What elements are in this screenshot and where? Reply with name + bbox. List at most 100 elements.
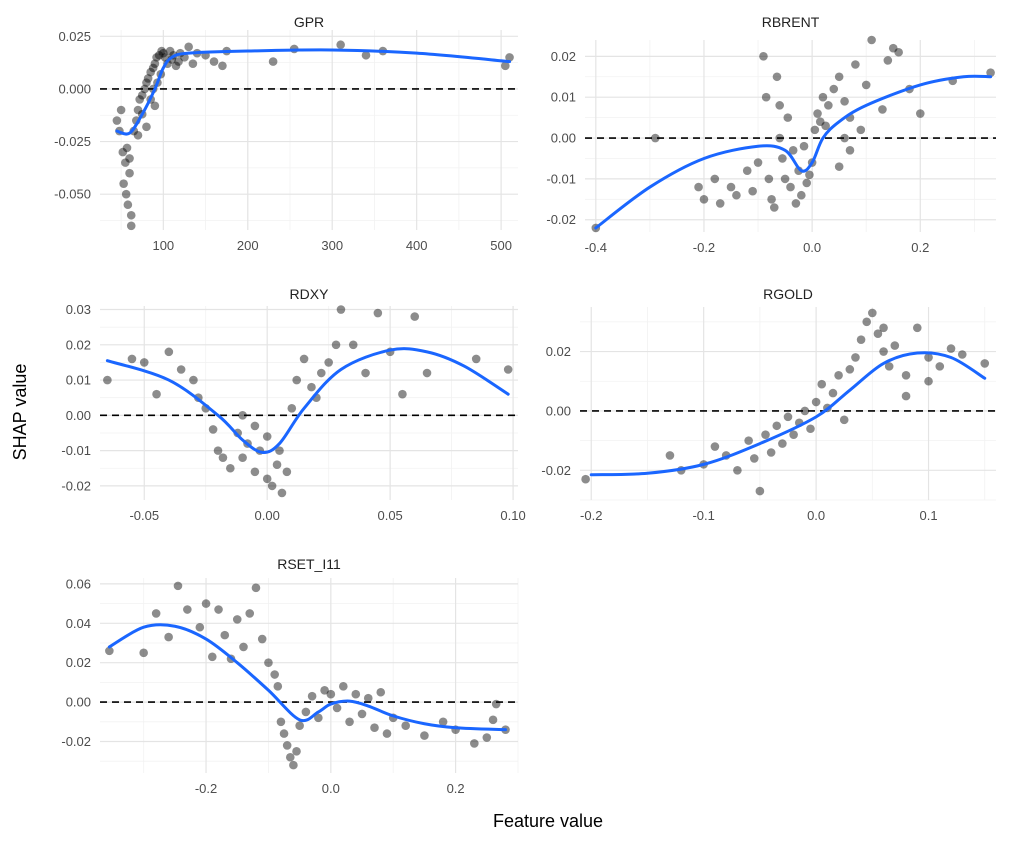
scatter-point (817, 379, 827, 389)
scatter-point (471, 354, 481, 364)
scatter-point (103, 375, 112, 385)
smooth-curve (105, 347, 510, 454)
scatter-point (250, 467, 260, 477)
scatter-point (213, 446, 223, 455)
scatter-point (154, 50, 164, 60)
scatter-point (491, 699, 501, 709)
x-tick-label: -0.2 (195, 781, 217, 796)
scatter-point (121, 158, 130, 167)
scatter-point (137, 90, 147, 100)
y-tick-label: -0.025 (54, 134, 91, 149)
scatter-point (292, 747, 301, 756)
scatter-point (361, 368, 370, 378)
y-tick-label: 0.00 (66, 408, 91, 423)
y-tick-label: 0.02 (66, 337, 91, 352)
scatter-point (116, 105, 126, 115)
scatter-point (710, 442, 720, 451)
scatter-point (140, 84, 150, 94)
scatter-point (324, 358, 333, 367)
panel-title: RBRENT (762, 14, 820, 30)
scatter-point (270, 670, 279, 679)
scatter-point (986, 68, 995, 77)
scatter-point (336, 305, 346, 314)
scatter-point (775, 133, 784, 143)
scatter-point (139, 358, 149, 367)
scatter-point (331, 340, 341, 350)
scatter-point (957, 350, 967, 359)
scatter-point (282, 467, 292, 477)
scatter-point (125, 154, 134, 163)
scatter-point (184, 42, 193, 52)
scatter-point (851, 60, 860, 69)
scatter-point (766, 448, 776, 457)
scatter-point (127, 354, 137, 364)
panel-title: GPR (294, 14, 324, 30)
scatter-point (226, 463, 235, 473)
x-tick-label: 0.0 (322, 781, 340, 796)
scatter-point (159, 48, 168, 58)
scatter-point (884, 362, 894, 371)
x-tick-label: -0.4 (585, 240, 607, 255)
y-tick-label: 0.02 (546, 344, 571, 359)
scatter-point (879, 323, 888, 333)
scatter-point (126, 221, 136, 231)
scatter-point (665, 451, 675, 460)
scatter-point (786, 182, 795, 192)
smooth-curve (107, 623, 508, 732)
y-tick-label: 0.00 (546, 403, 571, 418)
scatter-point (503, 365, 513, 374)
scatter-point (118, 147, 128, 157)
scatter-point (351, 689, 361, 699)
scatter-point (292, 375, 302, 385)
scatter-point (775, 101, 784, 110)
scatter-point (915, 109, 925, 118)
scatter-point (295, 721, 304, 731)
scatter-point (829, 84, 839, 94)
scatter-point (307, 382, 316, 392)
scatter-point (845, 365, 855, 374)
x-tick-label: 0.0 (807, 508, 825, 523)
scatter-point (878, 105, 887, 114)
scatter-point (285, 752, 295, 762)
scatter-point (268, 57, 278, 66)
scatter-point (289, 760, 298, 770)
scatter-point (805, 170, 814, 180)
scatter-point (840, 96, 849, 106)
scatter-point (282, 741, 292, 750)
scatter-point (788, 145, 798, 155)
scatter-point (769, 203, 779, 212)
scatter-point (157, 46, 166, 56)
smooth-curve (589, 351, 987, 477)
x-tick-label: 0.10 (500, 508, 525, 523)
y-tick-label: 0.01 (551, 90, 576, 105)
scatter-point (307, 691, 317, 701)
scatter-point (810, 125, 820, 135)
scatter-point (935, 362, 945, 371)
scatter-point (699, 195, 709, 204)
scatter-point (218, 453, 228, 462)
scatter-point (382, 729, 392, 738)
y-tick-label: 0.03 (66, 302, 91, 317)
scatter-point (789, 430, 798, 439)
scatter-point (732, 190, 741, 200)
scatter-point (339, 682, 348, 691)
scatter-point (314, 713, 323, 723)
y-tick-label: 0.02 (551, 49, 576, 64)
scatter-point (142, 78, 151, 87)
x-tick-label: 300 (321, 238, 343, 253)
scatter-point (165, 46, 175, 56)
scatter-point (262, 432, 272, 441)
scatter-point (238, 411, 247, 420)
y-axis-title: SHAP value (10, 364, 30, 461)
scatter-point (121, 189, 131, 199)
x-axis-title: Feature value (493, 811, 603, 831)
scatter-point (813, 109, 822, 118)
scatter-point (888, 43, 898, 53)
scatter-point (218, 61, 227, 71)
scatter-point (726, 182, 736, 192)
panel-gpr: 100 200 300 400 500 -0.050 -0.025 0.000 0.025 GPR (54, 14, 518, 253)
panel-title: RSET_I11 (277, 556, 341, 572)
scatter-point (861, 80, 871, 90)
scatter-point (761, 92, 771, 102)
scatter-point (839, 415, 849, 425)
